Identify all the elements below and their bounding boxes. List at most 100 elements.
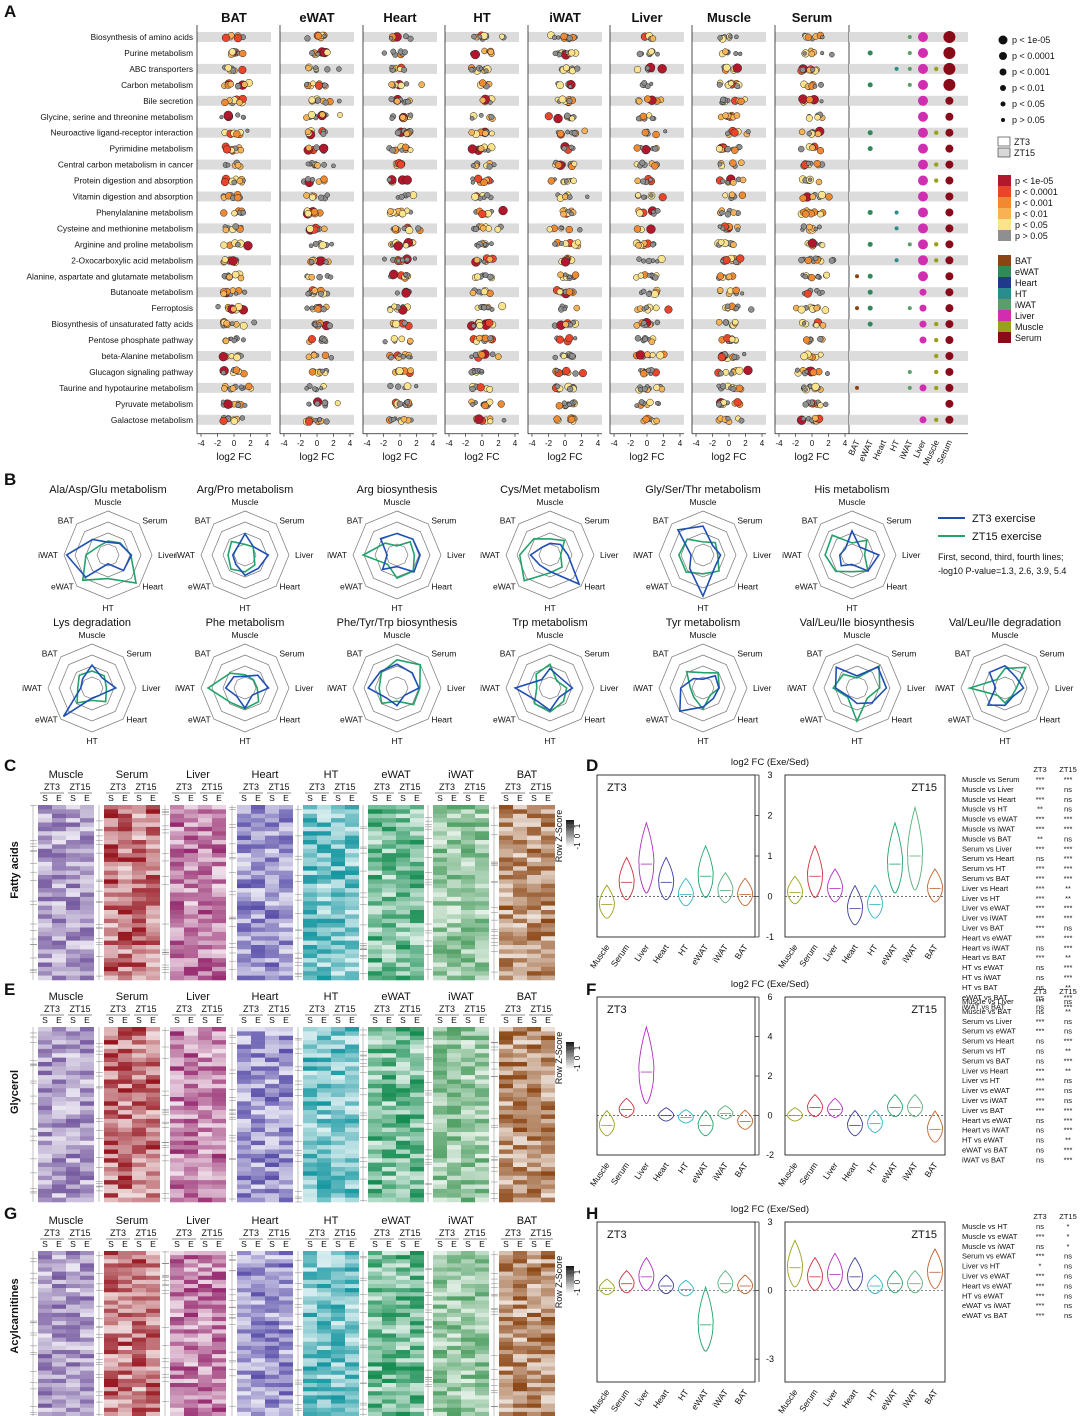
heatmap-cell bbox=[382, 1097, 396, 1102]
heatmap-cell bbox=[170, 966, 184, 972]
heatmap-cell bbox=[382, 1092, 396, 1098]
heatmap-cell bbox=[198, 971, 212, 976]
radar-axis-label: HT bbox=[851, 736, 862, 746]
heatmap-cell bbox=[317, 1140, 331, 1146]
heatmap-tissue-title: iWAT bbox=[448, 769, 474, 781]
bubble-point bbox=[242, 402, 248, 408]
heatmap-row-label: Glycerol bbox=[9, 1070, 21, 1114]
heatmap-cell bbox=[527, 857, 541, 863]
heatmap-cell bbox=[104, 1153, 118, 1159]
heatmap-cell bbox=[345, 971, 359, 976]
bubble-point bbox=[472, 369, 477, 374]
bubble-point bbox=[717, 239, 725, 246]
heatmap-cell bbox=[331, 927, 345, 933]
scale-tick: 0 bbox=[573, 833, 582, 838]
heatmap-cell bbox=[80, 805, 94, 810]
bubble-point bbox=[304, 305, 310, 311]
bubble-point bbox=[405, 98, 411, 105]
heatmap-cell bbox=[396, 1066, 410, 1072]
heatmap-zt-label: ZT15 bbox=[69, 1004, 90, 1014]
heatmap-cell bbox=[184, 826, 198, 832]
radar-axis-label: Serum bbox=[126, 648, 151, 658]
heatmap-cell bbox=[170, 835, 184, 841]
pathway-label: Biosynthesis of unsaturated fatty acids bbox=[51, 319, 193, 329]
heatmap-cell bbox=[331, 870, 345, 876]
heatmap-cell bbox=[146, 857, 160, 863]
heatmap-cell bbox=[303, 1083, 317, 1089]
heatmap-cell bbox=[66, 826, 80, 832]
bubble-point bbox=[720, 178, 726, 184]
heatmap-cell bbox=[198, 879, 212, 885]
heatmap-cell bbox=[170, 1180, 184, 1185]
summary-dot bbox=[919, 336, 927, 344]
heatmap-cell bbox=[118, 1197, 132, 1203]
size-legend-dot bbox=[999, 68, 1007, 76]
heatmap-cell bbox=[382, 1031, 396, 1037]
heatmap-cell bbox=[146, 1035, 160, 1041]
heatmap-cell bbox=[38, 971, 52, 976]
heatmap-cell bbox=[104, 857, 118, 863]
heatmap-cell bbox=[433, 822, 447, 828]
heatmap-cell bbox=[198, 857, 212, 863]
heatmap-cell bbox=[212, 958, 226, 963]
heatmap-cell bbox=[433, 844, 447, 850]
heatmap-cell bbox=[38, 1048, 52, 1054]
heatmap-cell bbox=[38, 875, 52, 880]
bubble-point bbox=[389, 115, 395, 121]
heatmap-cell bbox=[66, 1062, 80, 1067]
radar-grid bbox=[96, 543, 120, 567]
heatmap-cell bbox=[170, 866, 184, 871]
heatmap-cell bbox=[396, 1070, 410, 1076]
x-tick-label: 2 bbox=[579, 439, 584, 448]
heatmap-cell bbox=[170, 888, 184, 893]
heatmap-se-label: S bbox=[136, 1015, 142, 1025]
heatmap-cell bbox=[368, 914, 382, 920]
heatmap-cell bbox=[382, 822, 396, 828]
heatmap-cell bbox=[279, 923, 293, 928]
bubble-point bbox=[233, 353, 241, 362]
heatmap-cell bbox=[461, 857, 475, 863]
heatmap-cell bbox=[118, 1079, 132, 1085]
heatmap-cell bbox=[410, 1070, 424, 1076]
heatmap-cell bbox=[132, 1040, 146, 1045]
heatmap-cell bbox=[345, 1132, 359, 1137]
heatmap-cell bbox=[382, 805, 396, 810]
heatmap-cell bbox=[368, 1123, 382, 1128]
heatmap-cell bbox=[184, 831, 198, 836]
heatmap-cell bbox=[265, 1097, 279, 1102]
heatmap-cell bbox=[396, 1149, 410, 1155]
summary-dot bbox=[945, 367, 954, 376]
heatmap-cell bbox=[513, 866, 527, 871]
heatmap-cell bbox=[184, 1031, 198, 1037]
heatmap-cell bbox=[104, 866, 118, 871]
heatmap-cell bbox=[184, 1092, 198, 1098]
heatmap-cell bbox=[447, 813, 461, 819]
heatmap-cell bbox=[38, 1175, 52, 1181]
heatmap-cell bbox=[368, 1092, 382, 1098]
heatmap-cell bbox=[38, 949, 52, 955]
heatmap-cell bbox=[184, 1118, 198, 1124]
heatmap-cell bbox=[132, 1044, 146, 1050]
heatmap-cell bbox=[38, 1171, 52, 1177]
x-tick-label: 0 bbox=[398, 439, 403, 448]
heatmap-cell bbox=[212, 840, 226, 845]
heatmap-cell bbox=[118, 818, 132, 823]
heatmap-cell bbox=[345, 1114, 359, 1120]
bubble-point bbox=[489, 241, 494, 247]
bubble-point bbox=[560, 210, 567, 218]
radar-axis-label: iWAT bbox=[633, 683, 653, 693]
bubble-point bbox=[563, 178, 569, 184]
heatmap-cell bbox=[331, 1123, 345, 1128]
heatmap-cell bbox=[475, 918, 489, 924]
bubble-point bbox=[308, 274, 315, 281]
bubble-point bbox=[738, 417, 745, 424]
heatmap-cell bbox=[66, 1048, 80, 1054]
heatmap-cell bbox=[212, 966, 226, 972]
heatmap-zt-label: ZT3 bbox=[176, 782, 192, 792]
heatmap-cell bbox=[184, 962, 198, 968]
heatmap-cell bbox=[303, 1114, 317, 1120]
bubble-point bbox=[392, 225, 399, 232]
heatmap-cell bbox=[212, 1114, 226, 1120]
heatmap-cell bbox=[265, 958, 279, 963]
heatmap-cell bbox=[345, 1158, 359, 1163]
